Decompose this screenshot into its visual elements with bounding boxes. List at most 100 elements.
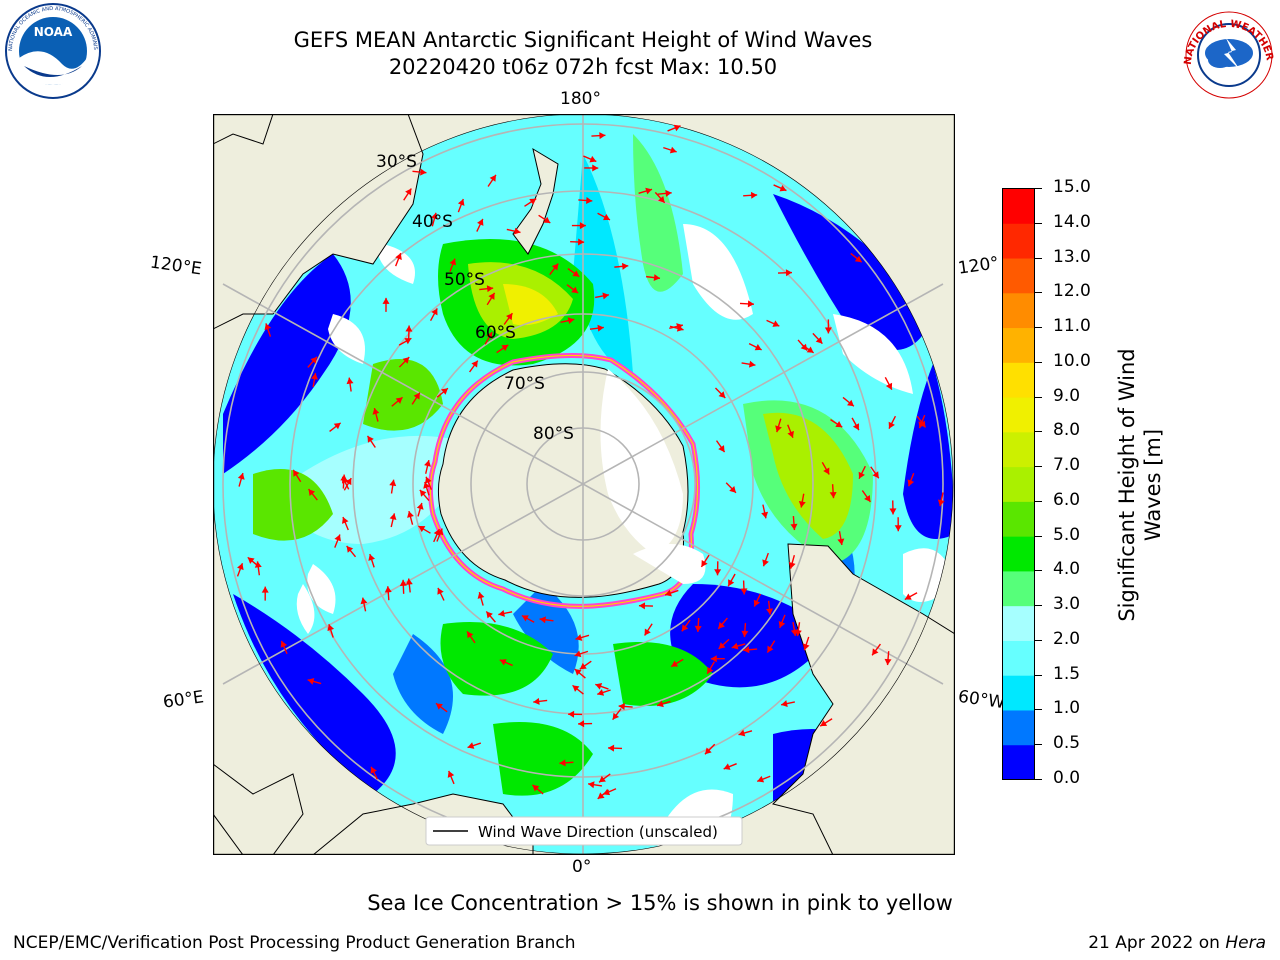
australia: [213, 114, 424, 330]
wave-direction-arrow: [608, 744, 623, 752]
colorbar-tick-mark: [1035, 222, 1042, 224]
wave-direction-arrow: [340, 474, 348, 489]
wave-direction-arrow: [656, 700, 671, 708]
wave-direction-arrow: [416, 502, 424, 517]
colorbar-segment: [1002, 570, 1035, 607]
wave-direction-arrow: [741, 360, 756, 368]
wave-direction-arrow: [663, 146, 677, 154]
wave-direction-arrow: [723, 763, 737, 770]
wave-direction-arrow: [437, 587, 445, 601]
wave-direction-arrow: [399, 579, 407, 594]
wave-direction-arrow: [714, 561, 722, 576]
wave-direction-arrow: [638, 187, 653, 195]
wave-direction-arrow: [407, 510, 414, 525]
wave-direction-arrow: [261, 586, 269, 601]
colorbar-tick-mark: [1035, 744, 1042, 746]
wave-direction-arrow: [766, 600, 774, 615]
wave-direction-arrow: [778, 614, 786, 629]
wave-direction-arrow: [646, 274, 661, 282]
wave-direction-arrow: [802, 636, 810, 651]
map-frame: [213, 114, 955, 855]
wave-direction-arrow: [457, 198, 465, 213]
wave-direction-arrow: [389, 479, 397, 494]
colorbar-tick-mark: [1035, 779, 1042, 780]
wave-direction-arrow: [360, 597, 368, 612]
wave-direction-arrow: [466, 630, 476, 644]
wave-direction-arrow: [748, 342, 762, 351]
colorbar-tick-label: 14.0: [1053, 211, 1091, 232]
wave-direction-arrow: [777, 269, 793, 277]
wave-direction-arrow: [790, 516, 798, 531]
wave-direction-arrow: [346, 545, 357, 558]
wave-direction-arrow: [597, 689, 611, 696]
wave-direction-arrow: [292, 469, 302, 483]
wave-direction-arrow: [498, 609, 513, 617]
south-america: [772, 543, 955, 855]
wave-direction-arrow: [572, 684, 584, 695]
colorbar-segment: [1002, 744, 1035, 780]
wave-direction-arrow: [485, 611, 496, 623]
footer-machine: Hera: [1225, 933, 1266, 953]
wave-direction-arrow: [560, 317, 575, 325]
colorbar-tick-mark: [1035, 361, 1042, 363]
wave-direction-arrow: [681, 619, 691, 632]
wave-direction-arrow: [486, 292, 496, 306]
wave-direction-arrow: [538, 214, 551, 224]
wave-direction-arrow: [405, 578, 413, 593]
wave-direction-arrow: [756, 775, 771, 783]
colorbar-tick-label: 8.0: [1053, 420, 1081, 441]
wave-direction-arrow: [366, 435, 376, 448]
colorbar-tick-mark: [1035, 639, 1042, 641]
colorbar-segment: [1002, 466, 1035, 502]
colorbar-tick-label: 2.0: [1053, 628, 1081, 649]
colorbar-segment: [1002, 292, 1035, 329]
wave-direction-arrow: [706, 661, 715, 675]
wave-direction-arrow: [247, 556, 259, 567]
wave-direction-arrow: [403, 188, 412, 201]
colorbar-tick-label: 4.0: [1053, 559, 1081, 580]
wave-direction-arrow: [858, 465, 866, 479]
wave-direction-arrow: [237, 472, 245, 487]
map-subtitle: 20220420 t06z 072h fcst Max: 10.50: [388, 55, 778, 79]
wave-direction-arrow: [549, 263, 559, 276]
wave-direction-arrow: [790, 621, 798, 637]
wave-direction-arrow: [884, 651, 892, 666]
wave-direction-arrow: [788, 555, 796, 569]
footer-date: 21 Apr 2022 on Hera: [1088, 933, 1266, 953]
wave-direction-arrow: [405, 325, 413, 340]
lon-label-60e: 60°E: [161, 687, 206, 713]
wave-direction-arrow: [584, 164, 599, 172]
colorbar-segment: [1002, 362, 1035, 398]
wave-direction-arrow: [496, 344, 509, 354]
wave-direction-arrow: [669, 324, 684, 332]
lat-label-60s: 60°S: [475, 323, 516, 343]
wave-direction-arrow: [503, 312, 513, 325]
wave-direction-arrow: [280, 640, 288, 655]
wave-direction-arrow: [419, 489, 430, 502]
wave-direction-arrow: [487, 174, 497, 187]
wave-direction-arrow: [254, 561, 262, 576]
colorbar-segment: [1002, 431, 1035, 468]
wave-direction-arrow: [578, 720, 593, 728]
wave-direction-arrow: [311, 373, 318, 388]
wave-direction-arrow: [574, 650, 589, 658]
colorbar-tick-label: 15.0: [1053, 177, 1091, 197]
noaa-logo: NOAA NATIONAL OCEANIC AND ATMOSPHERIC AD…: [0, 0, 104, 104]
colorbar-segment: [1002, 188, 1035, 224]
colorbar-tick-label: 12.0: [1053, 281, 1091, 302]
colorbar-tick-mark: [1035, 535, 1042, 537]
lat-label-50s: 50°S: [444, 270, 485, 290]
colorbar-tick-label: 13.0: [1053, 246, 1091, 267]
wave-direction-arrow: [327, 624, 335, 638]
lat-label-80s: 80°S: [533, 424, 574, 444]
wave-direction-arrow: [937, 492, 945, 507]
wave-direction-arrow: [700, 554, 710, 568]
lon-label-60w: 60°W: [956, 686, 1007, 714]
wave-direction-arrow: [589, 324, 604, 332]
wave-direction-arrow: [850, 252, 863, 263]
lat-label-30s: 30°S: [376, 152, 417, 172]
colorbar-tick-label: 1.5: [1053, 663, 1081, 684]
wave-direction-arrow: [484, 331, 493, 345]
colorbar-tick-mark: [1035, 605, 1042, 607]
wave-direction-arrow: [773, 184, 787, 192]
